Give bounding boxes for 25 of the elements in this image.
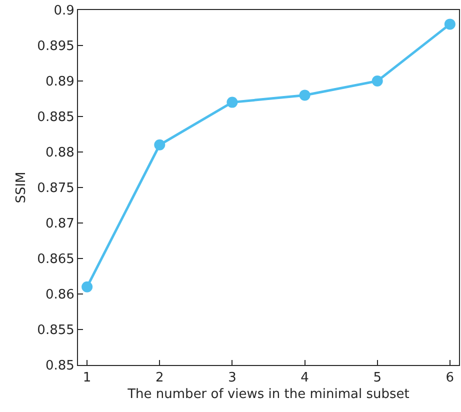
point (372, 76, 383, 86)
x-axis-title: The number of views in the minimal subset (126, 387, 410, 402)
point (82, 281, 93, 292)
y-tick-label: 0.865 (37, 252, 74, 268)
y-axis-title: SSIM (14, 172, 30, 204)
y-tick-label: 0.86 (45, 288, 74, 303)
x-tick-label: 2 (156, 370, 164, 386)
point (444, 18, 456, 30)
y-tick-label: 0.885 (37, 110, 74, 126)
y-tick-label: 0.88 (45, 146, 74, 161)
x-tick-label: 3 (228, 370, 236, 386)
x-tick-label: 6 (446, 370, 454, 386)
y-tick-label: 0.85 (45, 358, 74, 374)
y-tick-label: 0.9 (54, 4, 74, 19)
point (154, 139, 166, 150)
x-tick-label: 5 (373, 370, 382, 386)
y-tick-label: 0.895 (37, 39, 74, 54)
point (299, 90, 310, 101)
point (226, 96, 238, 108)
x-tick-label: 1 (82, 370, 92, 386)
y-tick-label: 0.855 (37, 323, 74, 338)
y-tick-label: 0.89 (45, 74, 74, 90)
y-tick-label: 0.875 (37, 181, 74, 196)
x-tick-label: 4 (300, 370, 309, 386)
y-tick-label: 0.87 (45, 216, 74, 232)
